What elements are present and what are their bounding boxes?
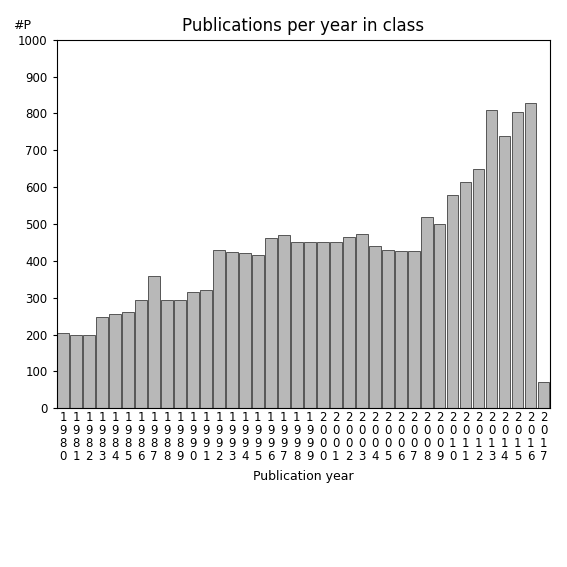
- Title: Publications per year in class: Publications per year in class: [182, 18, 425, 35]
- Bar: [447, 195, 459, 408]
- Bar: [109, 314, 121, 408]
- Bar: [356, 234, 367, 408]
- Bar: [524, 103, 536, 408]
- Bar: [122, 312, 134, 408]
- Bar: [304, 242, 316, 408]
- Bar: [252, 255, 264, 408]
- Y-axis label: #P: #P: [13, 19, 31, 32]
- Bar: [265, 238, 277, 408]
- Bar: [213, 249, 225, 408]
- Bar: [83, 335, 95, 408]
- Bar: [161, 299, 173, 408]
- Bar: [511, 112, 523, 408]
- X-axis label: Publication year: Publication year: [253, 470, 354, 483]
- Bar: [330, 242, 342, 408]
- Bar: [57, 333, 69, 408]
- Bar: [369, 246, 380, 408]
- Bar: [174, 301, 186, 408]
- Bar: [382, 249, 393, 408]
- Bar: [291, 242, 303, 408]
- Bar: [421, 217, 433, 408]
- Bar: [70, 335, 82, 408]
- Bar: [343, 237, 354, 408]
- Bar: [278, 235, 290, 408]
- Bar: [200, 290, 212, 408]
- Bar: [460, 181, 471, 408]
- Bar: [239, 253, 251, 408]
- Bar: [473, 170, 484, 408]
- Bar: [136, 301, 147, 408]
- Bar: [395, 251, 407, 408]
- Bar: [408, 251, 420, 408]
- Bar: [317, 242, 329, 408]
- Bar: [187, 292, 199, 408]
- Bar: [538, 382, 549, 408]
- Bar: [499, 136, 510, 408]
- Bar: [434, 224, 446, 408]
- Bar: [148, 276, 160, 408]
- Bar: [96, 317, 108, 408]
- Bar: [486, 111, 497, 408]
- Bar: [226, 252, 238, 408]
